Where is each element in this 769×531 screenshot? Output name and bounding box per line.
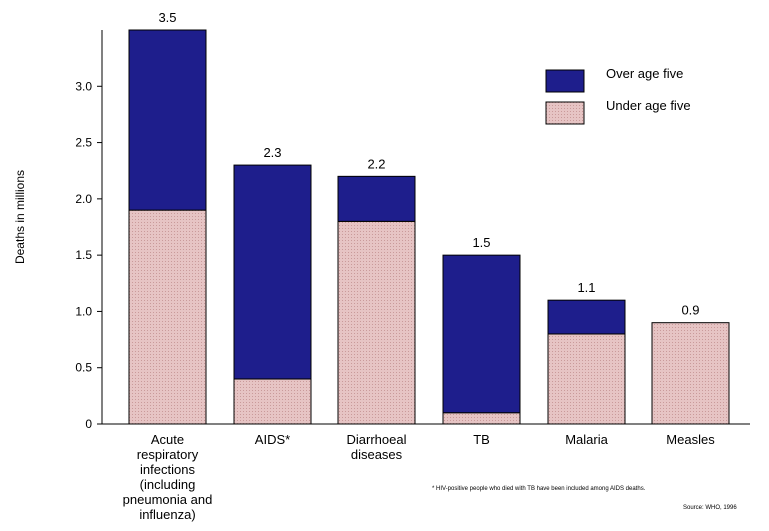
x-tick-label: Malaria	[565, 432, 608, 447]
bar-under-five	[442, 412, 521, 425]
y-axis-label: Deaths in millions	[13, 169, 27, 265]
legend-swatch	[545, 101, 585, 125]
bar-layer: 3.5 2.3 2.2 1.5 1.1 0.9	[128, 10, 730, 425]
bar-total-label: 1.5	[472, 235, 490, 250]
bar-under-five	[233, 378, 312, 425]
y-tick-label: 1.0	[75, 304, 92, 318]
bar-over-five	[128, 29, 207, 211]
bar-total-label: 2.3	[263, 145, 281, 160]
bar-total-label: 3.5	[158, 10, 176, 25]
y-tick-label: 0.5	[75, 361, 92, 375]
source-note: Source: WHO, 1996	[683, 505, 737, 511]
bar-under-five	[651, 322, 730, 425]
bar-under-five	[337, 220, 416, 425]
y-tick-label: 1.5	[75, 248, 92, 262]
bar-over-five	[233, 164, 312, 380]
footnote: * HIV-positive people who died with TB h…	[432, 486, 646, 492]
x-tick-label: Diarrhoeal diseases	[346, 432, 407, 462]
bar-under-five	[547, 333, 626, 425]
x-tick-label: AIDS*	[254, 432, 291, 447]
x-tick-label: Acute respiratory infections (including …	[122, 432, 213, 522]
legend-label: Under age five	[606, 98, 691, 113]
legend: Over age five Under age five	[545, 66, 691, 125]
x-tick-label: TB	[473, 432, 490, 447]
bar-over-five	[442, 254, 521, 414]
axis-layer: 0 0.5 1.0 1.5 2.0 2.5 3.0	[75, 30, 750, 431]
bar-under-five	[128, 209, 207, 425]
bar-over-five	[337, 175, 416, 222]
bar-over-five	[547, 299, 626, 335]
bar-total-label: 1.1	[577, 280, 595, 295]
y-tick-label: 2.0	[75, 192, 92, 206]
y-tick-label: 2.5	[75, 136, 92, 150]
y-tick-label: 0	[85, 417, 92, 431]
y-tick-label: 3.0	[75, 79, 92, 93]
bar-total-label: 2.2	[367, 156, 385, 171]
legend-label: Over age five	[606, 66, 683, 81]
x-tick-label: Measles	[666, 432, 715, 447]
bar-total-label: 0.9	[681, 303, 699, 318]
legend-swatch	[545, 69, 585, 93]
